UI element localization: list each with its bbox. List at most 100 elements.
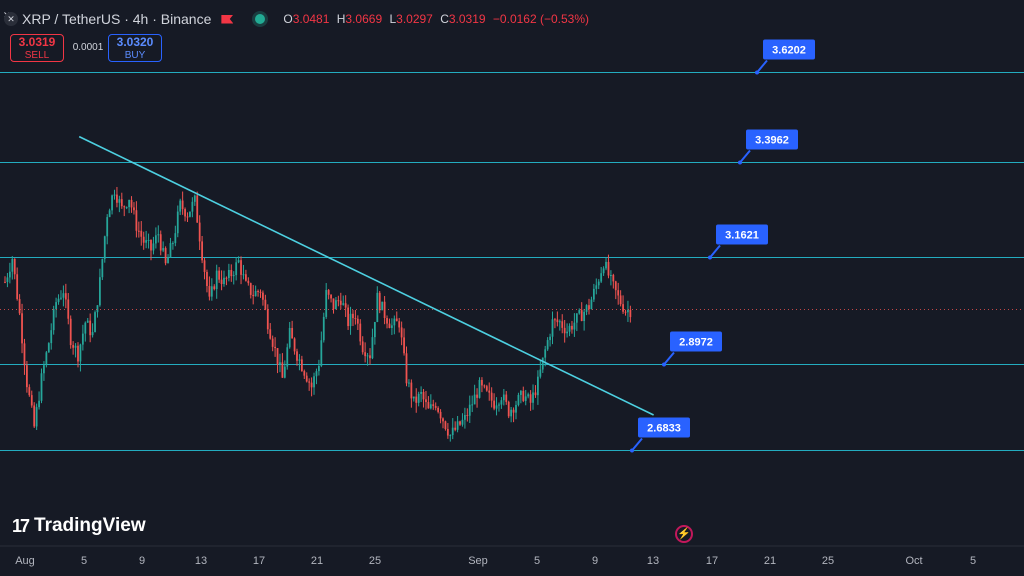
time-axis: Aug 5 9 13 17 21 25 Sep 5 9 13 17 21 25 Oct 5 (0, 545, 1024, 567)
time-axis-label: 21 (311, 555, 323, 567)
symbol-title[interactable]: XRP / TetherUS · 4h · Binance (22, 11, 212, 27)
sell-button[interactable]: 3.0319 SELL (10, 34, 64, 62)
candle-body (629, 309, 632, 318)
candle-body (527, 394, 530, 397)
time-axis-label: 21 (764, 555, 776, 567)
candle-body (96, 305, 99, 313)
candle-body (378, 292, 381, 311)
candle-body (30, 395, 33, 406)
candle-body (327, 290, 330, 295)
level-label: 2.8972 (679, 337, 713, 349)
candle-body (444, 421, 447, 429)
candle-body (201, 241, 203, 261)
candle-body (28, 387, 31, 396)
candle-body (266, 309, 269, 330)
candle-body (466, 414, 469, 416)
candle-body (308, 381, 311, 383)
candle-body (62, 293, 65, 298)
candle-body (505, 394, 508, 402)
candle-body (315, 371, 318, 377)
level-label: 2.6833 (647, 423, 681, 435)
candle-body (123, 206, 126, 208)
flag-icon[interactable] (221, 14, 234, 24)
candle-body (361, 341, 364, 353)
candle-body (174, 233, 177, 244)
candle-body (573, 322, 576, 330)
candle-body (364, 352, 367, 357)
candle-body (113, 194, 116, 196)
candle-body (213, 286, 216, 290)
candle-body (403, 337, 405, 354)
candle-body (344, 303, 347, 308)
candle-body (259, 291, 262, 293)
candle-body (225, 277, 228, 279)
candle-body (298, 359, 301, 361)
candle-body (198, 222, 201, 242)
candle-body (500, 400, 503, 405)
time-axis-label: 5 (534, 555, 540, 567)
candle-body (412, 396, 415, 399)
candle-body (410, 382, 413, 399)
time-axis-label: 9 (592, 555, 598, 567)
candle-body (242, 274, 245, 276)
candle-body (422, 391, 425, 400)
candle-body (128, 199, 130, 208)
label-leader (631, 437, 643, 452)
candle-body (227, 269, 230, 278)
candle-body (300, 359, 303, 372)
candle-body (11, 258, 14, 272)
flash-icon[interactable]: ⚡ (675, 525, 693, 543)
candle-body (437, 407, 440, 412)
candle-body (551, 319, 554, 337)
candle-body (279, 362, 281, 365)
candle-body (473, 394, 476, 405)
candle-body (400, 327, 403, 338)
candle-body (388, 323, 391, 328)
time-axis-label: 13 (647, 555, 659, 567)
candle-body (189, 211, 191, 217)
candle-body (181, 200, 184, 210)
candle-body (398, 321, 401, 328)
candle-body (432, 404, 435, 407)
candle-body (38, 400, 40, 408)
candle-body (592, 288, 595, 300)
candle-body (8, 271, 11, 278)
level-label-box (716, 224, 768, 245)
candle-body (610, 274, 612, 276)
candle-body (544, 349, 547, 358)
candle-body (471, 404, 474, 406)
tradingview-wordmark: TradingView (34, 515, 146, 536)
candle-body (130, 199, 133, 208)
label-anchor (662, 362, 666, 367)
candle-body (539, 369, 542, 377)
candle-body (602, 268, 605, 274)
candle-body (35, 407, 38, 427)
candle-body (464, 414, 466, 420)
candle-body (137, 230, 140, 232)
candle-body (164, 248, 167, 264)
candle-body (347, 307, 349, 327)
candle-body (193, 195, 196, 202)
candle-body (459, 421, 461, 425)
buy-button[interactable]: 3.0320 BUY (108, 34, 162, 62)
candle-body (434, 406, 437, 408)
candle-body (4, 281, 6, 283)
time-axis-label: 17 (253, 555, 265, 567)
tradingview-logo[interactable]: 17 TradingView (12, 515, 146, 537)
candle-body (296, 351, 298, 361)
xrp-logo-icon: ✕ (4, 12, 18, 26)
candle-body (549, 336, 551, 341)
candle-body (425, 399, 427, 403)
candle-body (420, 391, 422, 394)
candle-body (103, 236, 106, 260)
candle-body (169, 243, 172, 258)
candle-body (84, 322, 87, 334)
candle-body (264, 299, 267, 310)
candle-body (313, 376, 315, 388)
candle-body (366, 355, 369, 357)
candle-body (558, 321, 561, 323)
sell-price: 3.0319 (18, 35, 56, 49)
candle-body (152, 243, 155, 251)
candle-body (172, 243, 174, 245)
